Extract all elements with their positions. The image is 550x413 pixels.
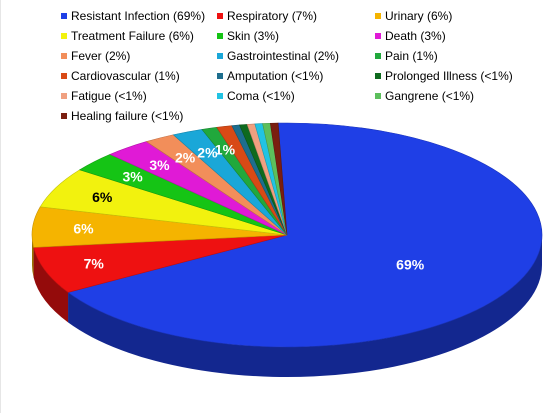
legend-label: Amputation (<1%) bbox=[227, 68, 324, 83]
legend-swatch bbox=[375, 92, 381, 99]
data-label: 3% bbox=[149, 157, 170, 173]
legend-item: Amputation (<1%) bbox=[217, 66, 375, 85]
pie-slice bbox=[67, 122, 543, 348]
legend-item: Skin (3%) bbox=[217, 26, 375, 45]
legend-swatch bbox=[61, 72, 67, 79]
legend-label: Skin (3%) bbox=[227, 28, 280, 43]
legend-item: Prolonged Illness (<1%) bbox=[375, 66, 525, 85]
pie-slice-side bbox=[68, 235, 542, 377]
legend-swatch bbox=[217, 32, 223, 39]
legend-swatch bbox=[61, 12, 67, 19]
legend-swatch bbox=[61, 32, 67, 39]
legend-item: Death (3%) bbox=[375, 26, 525, 45]
legend-label: Cardiovascular (1%) bbox=[71, 68, 180, 83]
legend-label: Urinary (6%) bbox=[385, 8, 453, 23]
legend-label: Respiratory (7%) bbox=[227, 8, 318, 23]
legend-swatch bbox=[375, 32, 381, 39]
data-label: 7% bbox=[84, 256, 105, 272]
legend-swatch bbox=[217, 52, 223, 59]
data-label: 3% bbox=[122, 168, 143, 184]
pie-slice bbox=[269, 122, 288, 236]
legend-label: Resistant Infection (69%) bbox=[71, 8, 206, 23]
legend-label: Gangrene (<1%) bbox=[385, 88, 475, 103]
legend-item: Pain (1%) bbox=[375, 46, 525, 65]
pie-slice bbox=[33, 234, 288, 293]
legend-label: Gastrointestinal (2%) bbox=[227, 48, 340, 63]
legend-swatch bbox=[375, 12, 381, 19]
legend-swatch bbox=[217, 72, 223, 79]
data-label: 1% bbox=[215, 142, 236, 158]
legend-label: Healing failure (<1%) bbox=[71, 108, 184, 123]
pie-slice-side bbox=[32, 235, 34, 278]
legend-label: Coma (<1%) bbox=[227, 88, 295, 103]
legend-item: Urinary (6%) bbox=[375, 6, 525, 25]
chart-legend: Resistant Infection (69%) Respiratory (7%… bbox=[61, 6, 531, 125]
data-label: 69% bbox=[396, 257, 425, 273]
legend-item: Treatment Failure (6%) bbox=[61, 26, 217, 45]
data-label: 6% bbox=[92, 189, 113, 205]
legend-swatch bbox=[375, 72, 381, 79]
data-label: 6% bbox=[73, 221, 94, 237]
legend-label: Pain (1%) bbox=[385, 48, 438, 63]
legend-label: Fatigue (<1%) bbox=[71, 88, 147, 103]
legend-swatch bbox=[217, 12, 223, 19]
data-label: 2% bbox=[175, 149, 196, 165]
legend-item: Cardiovascular (1%) bbox=[61, 66, 217, 85]
legend-item: Resistant Infection (69%) bbox=[61, 6, 217, 25]
pie-slice-side bbox=[33, 247, 69, 323]
legend-item: Respiratory (7%) bbox=[217, 6, 375, 25]
legend-item: Gangrene (<1%) bbox=[375, 86, 525, 105]
legend-item: Healing failure (<1%) bbox=[61, 106, 217, 125]
legend-item: Fatigue (<1%) bbox=[61, 86, 217, 105]
legend-label: Death (3%) bbox=[385, 28, 446, 43]
data-label: 2% bbox=[197, 145, 218, 161]
legend-swatch bbox=[217, 92, 223, 99]
legend-item: Fever (2%) bbox=[61, 46, 217, 65]
legend-item: Gastrointestinal (2%) bbox=[217, 46, 375, 65]
legend-label: Fever (2%) bbox=[71, 48, 131, 63]
legend-swatch bbox=[61, 92, 67, 99]
legend-swatch bbox=[61, 52, 67, 59]
legend-label: Prolonged Illness (<1%) bbox=[385, 68, 513, 83]
legend-swatch bbox=[61, 112, 67, 119]
legend-label: Treatment Failure (6%) bbox=[71, 28, 194, 43]
legend-item: Coma (<1%) bbox=[217, 86, 375, 105]
legend-swatch bbox=[375, 52, 381, 59]
